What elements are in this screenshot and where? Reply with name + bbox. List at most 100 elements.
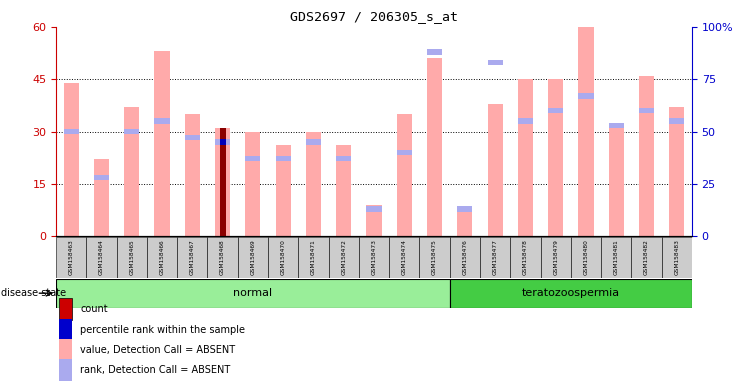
- Bar: [457, 206, 473, 212]
- Bar: [420, 237, 450, 278]
- Bar: [601, 237, 631, 278]
- Text: GSM158478: GSM158478: [523, 240, 528, 275]
- Text: percentile rank within the sample: percentile rank within the sample: [80, 324, 245, 334]
- Text: GSM158473: GSM158473: [372, 240, 376, 275]
- Text: GSM158465: GSM158465: [129, 240, 135, 275]
- Text: GSM158467: GSM158467: [190, 240, 194, 275]
- Text: GSM158475: GSM158475: [432, 240, 437, 275]
- Text: disease state: disease state: [1, 288, 67, 298]
- Bar: [359, 237, 389, 278]
- Bar: [518, 118, 533, 124]
- Bar: [155, 118, 170, 124]
- Bar: [220, 139, 226, 145]
- Text: teratozoospermia: teratozoospermia: [522, 288, 620, 298]
- Bar: [64, 129, 79, 134]
- Bar: [578, 93, 593, 99]
- Bar: [238, 237, 268, 278]
- Bar: [367, 205, 381, 236]
- Bar: [268, 237, 298, 278]
- Text: rank, Detection Call = ABSENT: rank, Detection Call = ABSENT: [80, 365, 230, 375]
- Text: GDS2697 / 206305_s_at: GDS2697 / 206305_s_at: [290, 10, 458, 23]
- Bar: [541, 237, 571, 278]
- Bar: [367, 206, 381, 212]
- Bar: [245, 156, 260, 161]
- Bar: [56, 279, 450, 308]
- Text: value, Detection Call = ABSENT: value, Detection Call = ABSENT: [80, 345, 236, 355]
- Bar: [669, 107, 684, 236]
- Bar: [518, 79, 533, 236]
- Bar: [56, 237, 86, 278]
- Bar: [124, 129, 139, 134]
- Text: GSM158474: GSM158474: [402, 240, 407, 275]
- Text: GSM158480: GSM158480: [583, 240, 589, 275]
- Bar: [298, 237, 328, 278]
- Bar: [578, 27, 593, 236]
- Bar: [117, 237, 147, 278]
- Text: GSM158466: GSM158466: [159, 240, 165, 275]
- Bar: [124, 107, 139, 236]
- Bar: [306, 139, 321, 145]
- Bar: [147, 237, 177, 278]
- Bar: [488, 104, 503, 236]
- Bar: [457, 208, 473, 236]
- Bar: [59, 319, 72, 341]
- Text: GSM158468: GSM158468: [220, 240, 225, 275]
- Text: GSM158479: GSM158479: [554, 240, 558, 275]
- Text: GSM158482: GSM158482: [644, 240, 649, 275]
- Bar: [669, 118, 684, 124]
- Text: normal: normal: [233, 288, 272, 298]
- Bar: [389, 237, 420, 278]
- Bar: [328, 237, 359, 278]
- Bar: [207, 237, 238, 278]
- Bar: [306, 131, 321, 236]
- Bar: [59, 339, 72, 361]
- Bar: [336, 156, 352, 161]
- Bar: [450, 279, 692, 308]
- Bar: [59, 359, 72, 381]
- Text: GSM158463: GSM158463: [69, 240, 74, 275]
- Bar: [480, 237, 510, 278]
- Bar: [571, 237, 601, 278]
- Bar: [64, 83, 79, 236]
- Bar: [177, 237, 207, 278]
- Bar: [662, 237, 692, 278]
- Text: GSM158464: GSM158464: [99, 240, 104, 275]
- Bar: [275, 156, 291, 161]
- Bar: [609, 124, 624, 236]
- Bar: [59, 298, 72, 320]
- Bar: [215, 139, 230, 145]
- Bar: [185, 135, 200, 141]
- Bar: [639, 76, 654, 236]
- Bar: [185, 114, 200, 236]
- Bar: [488, 60, 503, 65]
- Text: GSM158471: GSM158471: [311, 240, 316, 275]
- Bar: [245, 131, 260, 236]
- Text: GSM158470: GSM158470: [280, 240, 286, 275]
- Bar: [220, 128, 226, 236]
- Text: GSM158476: GSM158476: [462, 240, 468, 275]
- Bar: [510, 237, 541, 278]
- Bar: [86, 237, 117, 278]
- Bar: [94, 175, 109, 180]
- Bar: [396, 114, 412, 236]
- Text: GSM158481: GSM158481: [613, 240, 619, 275]
- Bar: [548, 79, 563, 236]
- Bar: [450, 237, 480, 278]
- Bar: [631, 237, 662, 278]
- Bar: [94, 159, 109, 236]
- Text: count: count: [80, 304, 108, 314]
- Bar: [609, 122, 624, 128]
- Text: GSM158469: GSM158469: [251, 240, 255, 275]
- Bar: [639, 108, 654, 113]
- Bar: [155, 51, 170, 236]
- Bar: [548, 108, 563, 113]
- Text: GSM158472: GSM158472: [341, 240, 346, 275]
- Text: GSM158483: GSM158483: [674, 240, 679, 275]
- Bar: [275, 146, 291, 236]
- Bar: [427, 58, 442, 236]
- Bar: [396, 150, 412, 155]
- Text: GSM158477: GSM158477: [493, 240, 497, 275]
- Bar: [427, 50, 442, 55]
- Bar: [215, 128, 230, 236]
- Bar: [336, 146, 352, 236]
